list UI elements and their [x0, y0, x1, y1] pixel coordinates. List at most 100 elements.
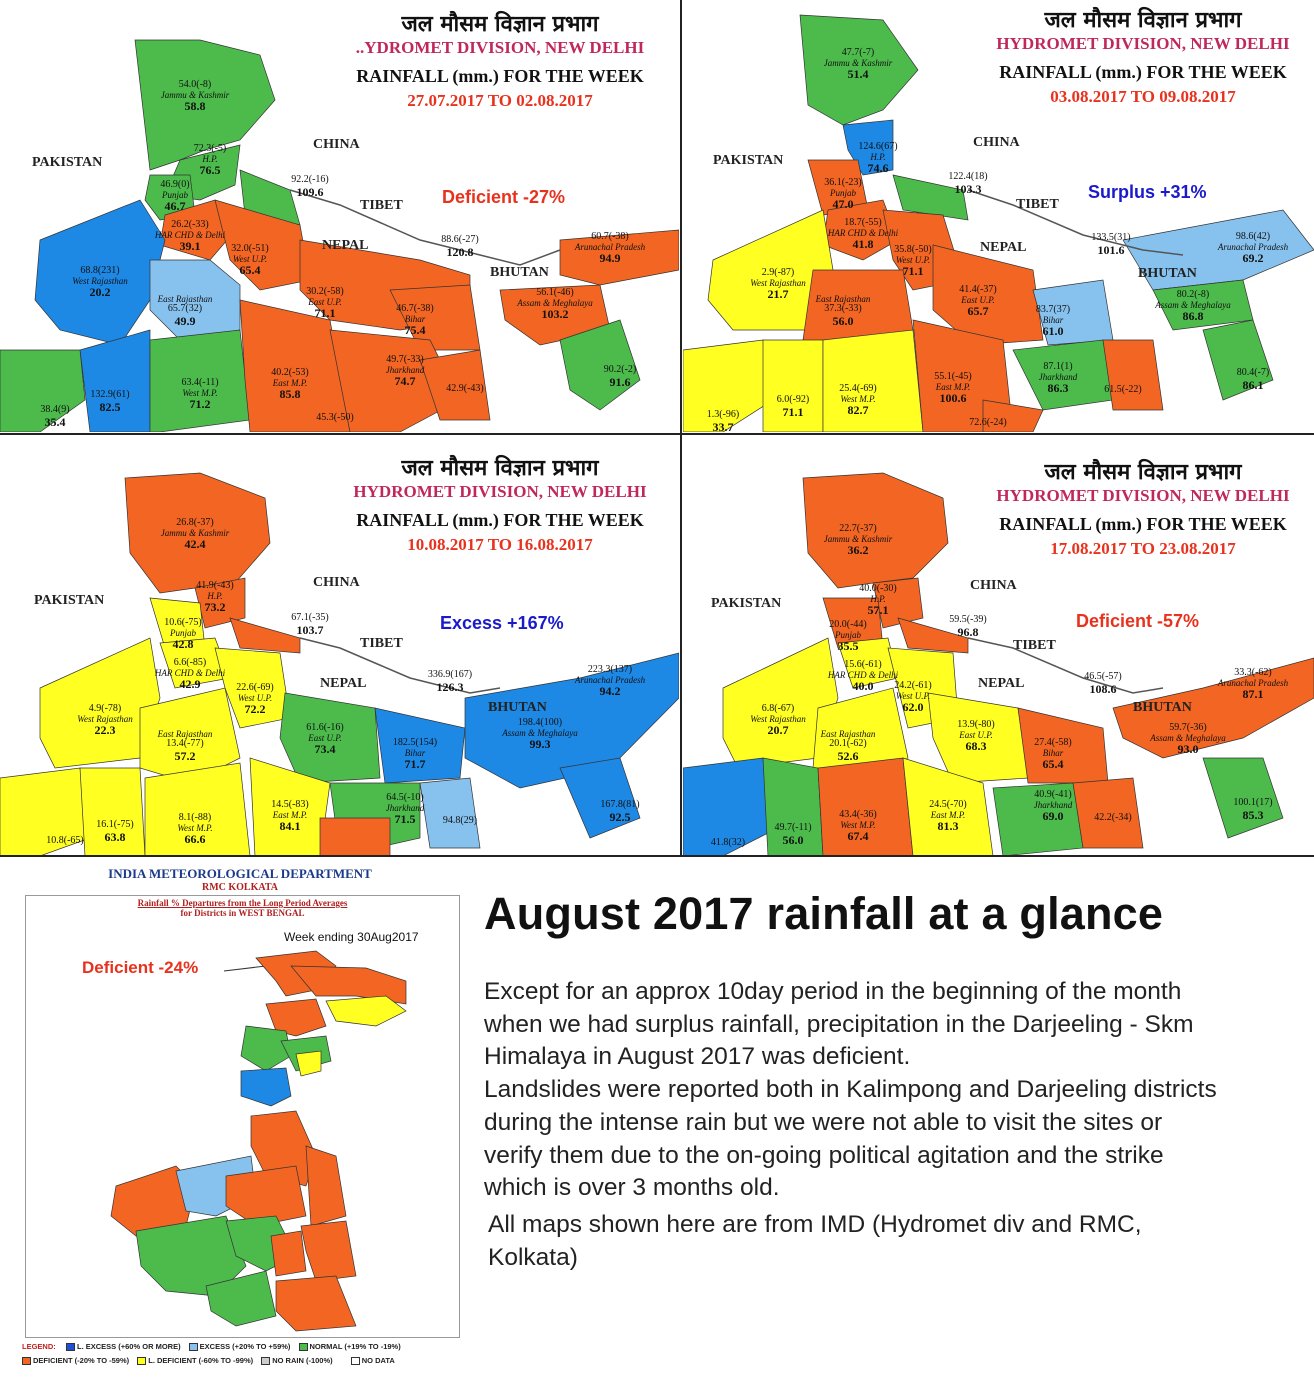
district-east-rajasthan: East Rajasthan 65.7(32) 49.9: [157, 294, 213, 328]
district-bihar: 182.5(154) Bihar 71.7: [392, 737, 438, 771]
week-dates: 27.07.2017 TO 02.08.2017: [407, 91, 593, 110]
district-east-mp: 55.1(-45) East M.P. 100.6: [934, 371, 972, 405]
district-shwb: 133.5(31) 101.6: [1091, 232, 1131, 257]
legend-swatch-no-data: [350, 1357, 360, 1366]
district-chhattisgarh: 72.6(-24): [969, 417, 1007, 428]
article-paragraph-1: Except for an approx 10day period in the…: [484, 978, 1217, 1202]
district-nmmt: 100.1(17) 85.3: [1233, 797, 1273, 822]
wb-annotation: Deficient -24%: [82, 958, 199, 977]
district-uttarakhand: 92.2(-16) 109.6: [291, 174, 329, 199]
district-punjab: 36.1(-23) Punjab 47.0: [824, 177, 862, 211]
district-shwb: 46.5(-57) 108.6: [1084, 671, 1122, 696]
district-west-mp: 25.4(-69) West M.P. 82.7: [839, 383, 877, 417]
district-saurashtra: 1.3(-96) 33.7: [706, 409, 740, 432]
district-west-mp: 8.1(-88) West M.P. 66.6: [177, 812, 213, 846]
district-jharkhand: 40.9(-41) Jharkhand 69.0: [1033, 789, 1073, 823]
district-east-rajasthan: East Rajasthan 37.3(-33) 56.0: [815, 294, 871, 328]
district-east-rajasthan: East Rajasthan 20.1(-62) 52.6: [820, 729, 876, 763]
district-assam: 59.7(-36) Assam & Meghalaya 93.0: [1150, 722, 1226, 756]
article-title: August 2017 rainfall at a glance: [484, 888, 1164, 939]
district-nmmt: 167.8(81) 92.5: [600, 799, 640, 824]
label-pakistan: PAKISTAN: [711, 596, 782, 611]
district-arunachal: 223.3(137) Arunachal Pradesh 94.2: [574, 664, 646, 698]
district-bihar: 46.7(-38) Bihar 75.4: [396, 303, 434, 337]
rainfall-label: RAINFALL (mm.) FOR THE WEEK: [999, 62, 1287, 82]
district-haryana: 26.2(-33) HAR CHD & Delhi 39.1: [154, 219, 226, 253]
district-gangetic-wb: 61.5(-22): [1104, 384, 1142, 395]
district-shwb: 88.6(-27) 120.8: [441, 234, 479, 259]
label-pakistan: PAKISTAN: [34, 593, 105, 608]
rainfall-label: RAINFALL (mm.) FOR THE WEEK: [356, 66, 644, 86]
label-nepal: NEPAL: [322, 238, 369, 253]
label-china: CHINA: [973, 135, 1020, 150]
district-arunachal: 33.3(-62) Arunachal Pradesh 87.1: [1217, 667, 1289, 701]
district-hp: 72.3(-5) H.P. 76.5: [193, 143, 227, 177]
india-map-shape: [683, 472, 1314, 856]
week-dates: 10.08.2017 TO 16.08.2017: [407, 535, 593, 554]
label-tibet: TIBET: [360, 636, 403, 651]
label-tibet: TIBET: [1016, 197, 1059, 212]
wb-legend-row-2: DEFICIENT (-20% TO -59%) L. DEFICIENT (-…: [22, 1356, 395, 1366]
weekly-annotation: Excess +167%: [440, 613, 564, 633]
legend-swatch-excess: [188, 1343, 198, 1352]
wb-header: INDIA METEOROLOGICAL DEPARTMENT RMC KOLK…: [20, 866, 460, 893]
district-hp: 40.0(-30) H.P. 57.1: [859, 583, 897, 617]
legend-swatch-l-excess: [66, 1343, 75, 1352]
district-west-rajasthan: 2.9(-87) West Rajasthan 21.7: [750, 267, 806, 301]
district-punjab: 46.9(0) Punjab 46.7: [160, 179, 190, 213]
district-nmmt: 90.2(-2) 91.6: [603, 364, 637, 389]
hindi-title: जल मौसम विज्ञान प्रभाग: [1044, 460, 1242, 485]
map-week-2: जल मौसम विज्ञान प्रभाग HYDROMET DIVISION…: [683, 0, 1314, 432]
district-west-up: 32.0(-51) West U.P. 65.4: [231, 243, 269, 277]
district-hp: 41.9(-43) H.P. 73.2: [196, 580, 234, 614]
india-map-shape: [0, 39, 679, 432]
label-pakistan: PAKISTAN: [713, 153, 784, 168]
district-saurashtra: 10.8(-65): [46, 835, 84, 846]
district-saurashtra: 38.4(9) 35.4: [40, 404, 70, 429]
map-week-1: जल मौसम विज्ञान प्रभाग ..YDROMET DIVISIO…: [0, 0, 679, 432]
label-bhutan: BHUTAN: [1138, 266, 1197, 281]
district-east-up: 41.4(-37) East U.P. 65.7: [959, 284, 997, 318]
map-week-3: जल मौसम विज्ञान प्रभाग HYDROMET DIVISION…: [0, 438, 679, 856]
hindi-title: जल मौसम विज्ञान प्रभाग: [401, 456, 599, 481]
west-bengal-map-shape: [110, 950, 407, 1332]
week-dates: 03.08.2017 TO 09.08.2017: [1050, 87, 1236, 106]
district-jk: 54.0(-8) Jammu & Kashmir 58.8: [160, 79, 230, 113]
label-tibet: TIBET: [360, 198, 403, 213]
india-map-shape: [683, 14, 1314, 432]
weekly-annotation: Deficient -27%: [442, 187, 566, 207]
label-bhutan: BHUTAN: [490, 265, 549, 280]
district-gangetic-wb: 42.2(-34): [1094, 812, 1132, 823]
district-west-rajasthan: 68.8(231) West Rajasthan 20.2: [72, 265, 128, 299]
district-punjab: 10.6(-75) Punjab 42.8: [164, 617, 202, 651]
wb-legend-row-1: L. EXCESS (+60% OR MORE) EXCESS (+20% TO…: [60, 1342, 401, 1352]
district-gujarat: 132.9(61) 82.5: [90, 389, 130, 414]
district-shwb: 336.9(167) 126.3: [427, 669, 473, 694]
wb-map-frame: Rainfall % Departures from the Long Peri…: [25, 895, 460, 1338]
divider-horizontal-2: [0, 855, 1314, 857]
district-jharkhand: 49.7(-33) Jharkhand 74.7: [385, 354, 425, 388]
district-west-up: 22.6(-69) West U.P. 72.2: [236, 682, 274, 716]
district-chhattisgarh: 45.3(-50): [316, 412, 354, 423]
district-west-mp: 43.4(-36) West M.P. 67.4: [839, 809, 877, 843]
wb-legend-title: LEGEND:: [22, 1342, 56, 1351]
district-arunachal: 98.6(42) Arunachal Pradesh 69.2: [1217, 231, 1289, 265]
legend-swatch-deficient: [22, 1357, 31, 1366]
division-title: HYDROMET DIVISION, NEW DELHI: [996, 486, 1290, 505]
district-gujarat: 49.7(-11) 56.0: [774, 822, 812, 847]
label-nepal: NEPAL: [978, 676, 1025, 691]
district-east-rajasthan: East Rajasthan 13.4(-77) 57.2: [157, 729, 213, 763]
district-uttarakhand: 59.5(-39) 96.8: [949, 614, 987, 639]
district-gujarat: 6.0(-92) 71.1: [776, 394, 810, 419]
district-gangetic-wb: 94.8(29): [442, 815, 478, 826]
district-jk: 47.7(-7) Jammu & Kashmir 51.4: [823, 47, 893, 81]
label-nepal: NEPAL: [980, 240, 1027, 255]
label-bhutan: BHUTAN: [488, 700, 547, 715]
district-east-mp: 40.2(-53) East M.P. 85.8: [271, 367, 309, 401]
division-title: ..YDROMET DIVISION, NEW DELHI: [355, 38, 645, 57]
wb-subtitle-1: Rainfall % Departures from the Long Peri…: [137, 898, 348, 908]
india-map-shape: [0, 472, 679, 856]
district-jk: 26.8(-37) Jammu & Kashmir 42.4: [160, 517, 230, 551]
district-west-rajasthan: 6.8(-67) West Rajasthan 20.7: [750, 703, 806, 737]
district-bihar: 27.4(-58) Bihar 65.4: [1034, 737, 1072, 771]
